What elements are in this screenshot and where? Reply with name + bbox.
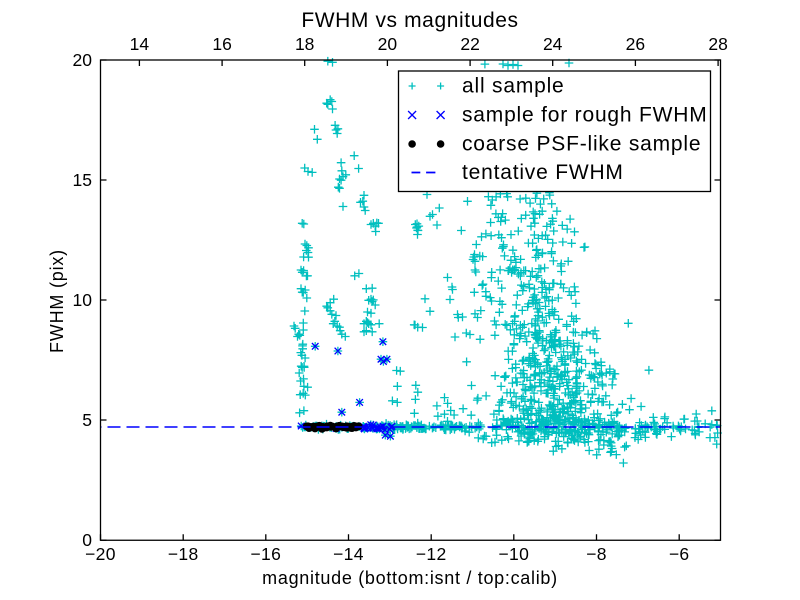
svg-text:10: 10 (73, 290, 93, 310)
svg-text:22: 22 (460, 34, 479, 54)
svg-text:24: 24 (543, 34, 563, 54)
svg-text:−14: −14 (333, 544, 364, 564)
svg-text:0: 0 (82, 530, 92, 550)
svg-text:5: 5 (82, 410, 92, 430)
svg-text:26: 26 (626, 34, 645, 54)
svg-text:28: 28 (708, 34, 727, 54)
svg-text:sample for rough FWHM: sample for rough FWHM (462, 104, 708, 127)
svg-text:FWHM (pix): FWHM (pix) (47, 249, 67, 353)
svg-text:−16: −16 (250, 544, 281, 564)
svg-text:−8: −8 (586, 544, 607, 564)
svg-text:20: 20 (378, 34, 398, 54)
svg-text:−12: −12 (416, 544, 447, 564)
svg-text:coarse PSF-like sample: coarse PSF-like sample (462, 133, 701, 156)
svg-text:18: 18 (295, 34, 314, 54)
svg-text:16: 16 (212, 34, 231, 54)
svg-text:−20: −20 (85, 544, 116, 564)
svg-text:FWHM vs magnitudes: FWHM vs magnitudes (301, 9, 518, 32)
svg-text:−10: −10 (498, 544, 529, 564)
svg-text:all sample: all sample (462, 75, 565, 98)
svg-text:magnitude (bottom:isnt / top:c: magnitude (bottom:isnt / top:calib) (262, 568, 558, 588)
svg-text:15: 15 (73, 170, 92, 190)
svg-text:−6: −6 (669, 544, 690, 564)
svg-text:14: 14 (130, 34, 150, 54)
svg-text:−18: −18 (168, 544, 199, 564)
svg-text:tentative FWHM: tentative FWHM (462, 161, 624, 184)
svg-text:20: 20 (73, 50, 93, 70)
